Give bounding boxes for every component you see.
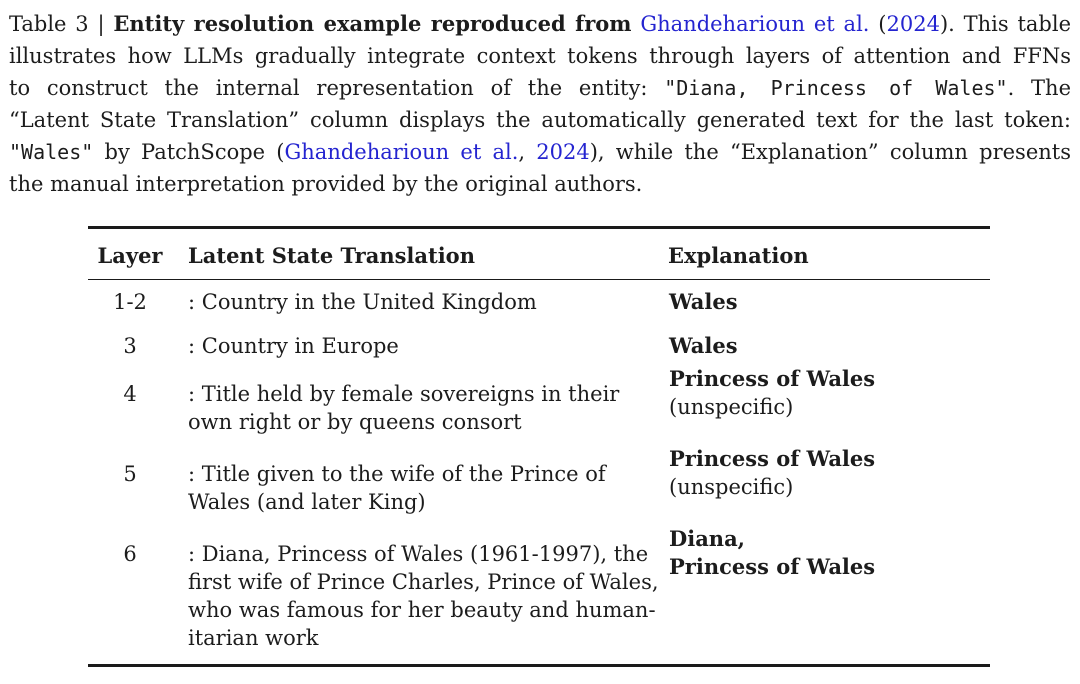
column-header-latent-state-translation: Latent State Translation: [172, 227, 668, 280]
caption-line: Table 3 | Entity resolution example repr…: [9, 8, 1071, 40]
paper-page: Table 3 | Entity resolution example repr…: [0, 0, 1080, 667]
explanation-content: Princess of Wales (unspecific): [669, 445, 989, 501]
monospace-entity-text: "Diana, Princess of Wales": [664, 76, 1008, 100]
explanation-note: (unspecific): [669, 475, 794, 499]
translation-cell: : Diana, Princess of Wales (1961-1997), …: [188, 542, 659, 650]
citation-link[interactable]: Ghandeharioun et al.: [640, 12, 870, 36]
translation-cell: : Country in the United Kingdom: [188, 290, 537, 314]
citation-link[interactable]: 2024: [886, 12, 940, 36]
explanation-content: Princess of Wales (unspecific): [669, 365, 989, 421]
layer-cell: 4: [123, 382, 137, 406]
caption-text: (: [869, 12, 887, 36]
explanation-note: (unspecific): [669, 395, 794, 419]
layer-cell: 5: [123, 462, 137, 486]
explanation-cell: Wales: [668, 280, 990, 325]
explanation-entity: Princess of Wales: [669, 366, 876, 391]
caption-line: to construct the internal representation…: [9, 72, 1071, 104]
explanation-content: Diana, Princess of Wales: [669, 525, 989, 581]
explanation-content: Wales: [669, 288, 989, 316]
table-row-layer-4: 4 : Title held by female sovereigns in t…: [88, 365, 990, 448]
monospace-entity-text: "Wales": [9, 140, 94, 164]
explanation-entity: Wales: [669, 333, 738, 358]
explanation-cell: Princess of Wales (unspecific): [668, 445, 990, 528]
table-row-layer-3: 3 : Country in Europe Wales: [88, 324, 990, 368]
caption-text: . The: [1007, 76, 1071, 100]
caption-text: illustrates how LLMs gradually integrate…: [9, 44, 1071, 68]
table-row-layer-5: 5 : Title given to the wife of the Princ…: [88, 445, 990, 528]
layer-cell: 3: [123, 334, 137, 358]
caption-text: ,: [518, 140, 537, 164]
column-header-explanation: Explanation: [668, 227, 990, 280]
translation-cell: : Title held by female sovereigns in the…: [188, 382, 620, 434]
explanation-entity: Diana, Princess of Wales: [669, 526, 876, 579]
explanation-cell: Princess of Wales (unspecific): [668, 365, 990, 448]
caption-text: ), while the “Explanation” column presen…: [589, 140, 1071, 164]
caption-text: ). This table: [939, 12, 1072, 36]
explanation-entity: Princess of Wales: [669, 446, 876, 471]
column-header-layer: Layer: [88, 227, 172, 280]
explanation-entity: Wales: [669, 289, 738, 314]
table-row-layer-1-2: 1-2 : Country in the United Kingdom Wale…: [88, 280, 990, 325]
caption-text: Table 3 |: [9, 12, 114, 36]
caption-line: “Latent State Translation” column displa…: [9, 104, 1071, 136]
caption-line: the manual interpretation provided by th…: [9, 168, 1071, 200]
citation-link[interactable]: 2024: [536, 140, 590, 164]
explanation-cell: Diana, Princess of Wales: [668, 525, 990, 666]
translation-cell: : Country in Europe: [188, 334, 399, 358]
layer-cell: 1-2: [113, 290, 147, 314]
table-header-row: Layer Latent State Translation Explanati…: [88, 227, 990, 280]
table-caption: Table 3 | Entity resolution example repr…: [0, 0, 1080, 200]
explanation-cell: Wales: [668, 324, 990, 368]
entity-resolution-table: Layer Latent State Translation Explanati…: [88, 226, 990, 667]
layer-cell: 6: [123, 542, 137, 566]
caption-text: the manual interpretation provided by th…: [9, 172, 643, 196]
caption-text: to construct the internal representation…: [9, 76, 665, 100]
citation-link[interactable]: Ghandeharioun et al.: [284, 140, 519, 164]
caption-line: "Wales" by PatchScope (Ghandeharioun et …: [9, 136, 1071, 168]
caption-text: “Latent State Translation” column displa…: [9, 108, 1071, 132]
table-row-layer-6: 6 : Diana, Princess of Wales (1961-1997)…: [88, 525, 990, 666]
caption-text: Entity resolution example reproduced fro…: [113, 11, 632, 36]
translation-cell: : Title given to the wife of the Prince …: [188, 462, 606, 514]
caption-text: by PatchScope (: [93, 140, 285, 164]
caption-line: illustrates how LLMs gradually integrate…: [9, 40, 1071, 72]
explanation-content: Wales: [669, 332, 989, 360]
